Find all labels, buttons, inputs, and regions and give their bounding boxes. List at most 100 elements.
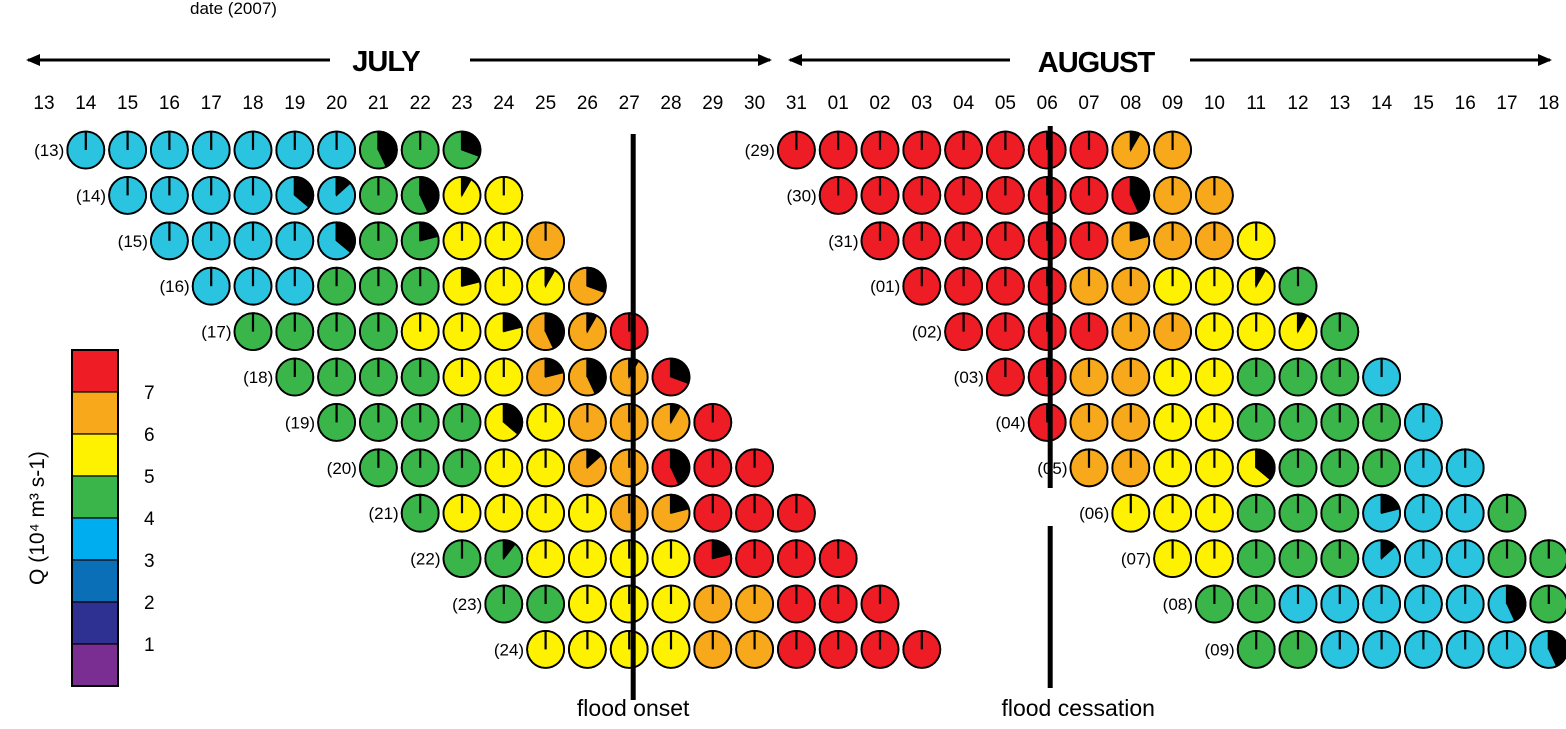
discharge-pie <box>693 493 733 533</box>
row-label: (21) <box>368 504 398 523</box>
discharge-pie <box>400 312 440 352</box>
discharge-pie <box>1027 357 1067 397</box>
discharge-pie <box>568 630 607 669</box>
discharge-pie <box>484 493 524 533</box>
discharge-pie <box>568 493 607 533</box>
discharge-pie <box>484 221 524 261</box>
discharge-pie <box>108 175 147 215</box>
discharge-pie <box>735 630 774 669</box>
discharge-pie <box>1487 493 1527 533</box>
discharge-pie <box>860 175 900 215</box>
discharge-pie <box>317 130 357 170</box>
discharge-pie <box>1153 266 1192 306</box>
discharge-pie <box>1236 402 1276 442</box>
discharge-pie <box>317 402 357 442</box>
discharge-pie <box>1069 266 1109 306</box>
discharge-pie <box>986 312 1025 352</box>
legend-swatch <box>71 601 119 645</box>
date-label: 08 <box>1120 93 1141 114</box>
discharge-pie <box>484 266 524 306</box>
discharge-pie <box>1404 493 1443 533</box>
date-label: 24 <box>493 93 515 114</box>
discharge-pie <box>860 130 900 170</box>
discharge-pie <box>902 130 942 170</box>
discharge-pie <box>777 584 816 624</box>
discharge-pie <box>568 357 607 397</box>
discharge-pie <box>400 130 440 170</box>
discharge-pie <box>1069 357 1109 397</box>
discharge-pie <box>1153 221 1192 261</box>
discharge-pie <box>1236 221 1276 261</box>
discharge-pie <box>777 130 816 170</box>
discharge-pie <box>1404 448 1443 488</box>
date-label: 10 <box>1204 93 1225 114</box>
date-label: 06 <box>1037 93 1058 114</box>
discharge-pie <box>1278 448 1318 488</box>
discharge-pie <box>442 402 482 442</box>
discharge-pie <box>944 266 983 306</box>
discharge-pie <box>191 175 231 215</box>
discharge-pie <box>651 539 691 578</box>
discharge-pie <box>609 312 649 352</box>
discharge-pie <box>944 130 983 170</box>
row-label: (06) <box>1079 504 1109 523</box>
discharge-pie <box>233 221 273 261</box>
date-label: 16 <box>159 93 180 114</box>
discharge-pie <box>860 221 900 261</box>
discharge-pie <box>902 175 942 215</box>
discharge-pie <box>484 448 524 488</box>
discharge-pie <box>1236 448 1276 488</box>
discharge-pie <box>902 630 942 669</box>
date-label: 07 <box>1078 93 1099 114</box>
color-scale-legend: 7 6 5 4 3 2 1 Q (10⁴ m³ s-1) <box>26 349 155 687</box>
discharge-pie <box>442 221 482 261</box>
discharge-pie <box>1069 175 1109 215</box>
discharge-pie <box>1153 448 1192 488</box>
discharge-pie <box>442 266 482 306</box>
discharge-pie <box>1153 357 1192 397</box>
month-label-august: AUGUST <box>1038 47 1156 79</box>
discharge-pie <box>1236 493 1276 533</box>
discharge-pie <box>1487 630 1527 669</box>
discharge-pie <box>526 266 565 306</box>
discharge-pie <box>1445 584 1485 624</box>
legend-tick-label: 5 <box>144 467 155 488</box>
row-label: (02) <box>912 323 942 342</box>
date-label: 13 <box>33 93 54 114</box>
discharge-pie <box>609 539 649 578</box>
row-label: (18) <box>243 368 273 387</box>
date-label: 25 <box>535 93 556 114</box>
discharge-pie <box>1111 266 1151 306</box>
discharge-pie <box>1487 584 1527 624</box>
discharge-pie <box>568 584 607 624</box>
row-label: (16) <box>159 277 189 296</box>
discharge-pie <box>693 584 733 624</box>
date-label: 17 <box>1496 93 1517 114</box>
pie-grid: (13) (14) (15) (16) (17) (18) (19) (20) (21) (22)… <box>34 130 1566 669</box>
row-label: (14) <box>76 186 106 205</box>
discharge-pie <box>1278 539 1318 578</box>
date-label: 13 <box>1329 93 1350 114</box>
legend-tick-label: 6 <box>144 425 155 446</box>
discharge-pie <box>317 175 357 215</box>
discharge-pie <box>902 266 942 306</box>
discharge-pie <box>1445 630 1485 669</box>
legend-swatch <box>71 559 119 603</box>
discharge-pie <box>1362 402 1401 442</box>
discharge-pie <box>1195 312 1234 352</box>
legend-swatch <box>71 433 119 477</box>
row-label: (17) <box>201 323 231 342</box>
discharge-pie <box>191 266 231 306</box>
row-label: (13) <box>34 141 64 160</box>
discharge-pie <box>1195 584 1234 624</box>
date-label: 21 <box>368 93 389 114</box>
discharge-pie <box>526 630 565 669</box>
date-label: 19 <box>284 93 305 114</box>
discharge-pie <box>1320 630 1360 669</box>
discharge-pie <box>1278 266 1318 306</box>
discharge-pie <box>944 221 983 261</box>
discharge-pie <box>442 357 482 397</box>
discharge-pie <box>1236 312 1276 352</box>
